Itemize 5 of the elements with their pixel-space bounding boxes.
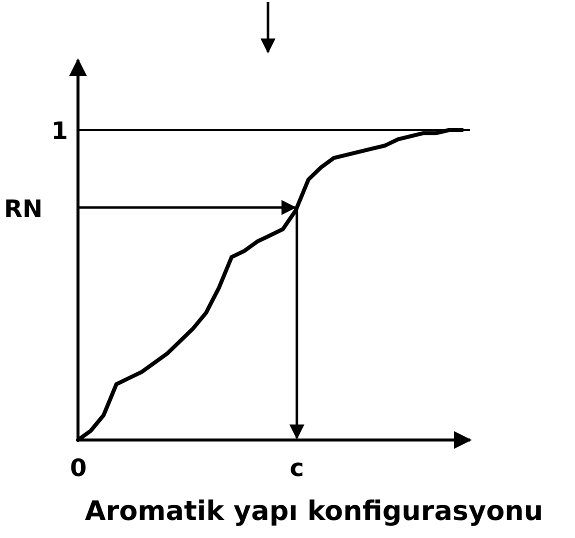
x-axis-title: Aromatik yapı konfigurasyonu: [84, 496, 544, 527]
text: 1: [51, 117, 68, 145]
text: 0: [70, 454, 87, 482]
y-axis-title: RN: [4, 194, 43, 223]
text: c: [290, 454, 304, 482]
